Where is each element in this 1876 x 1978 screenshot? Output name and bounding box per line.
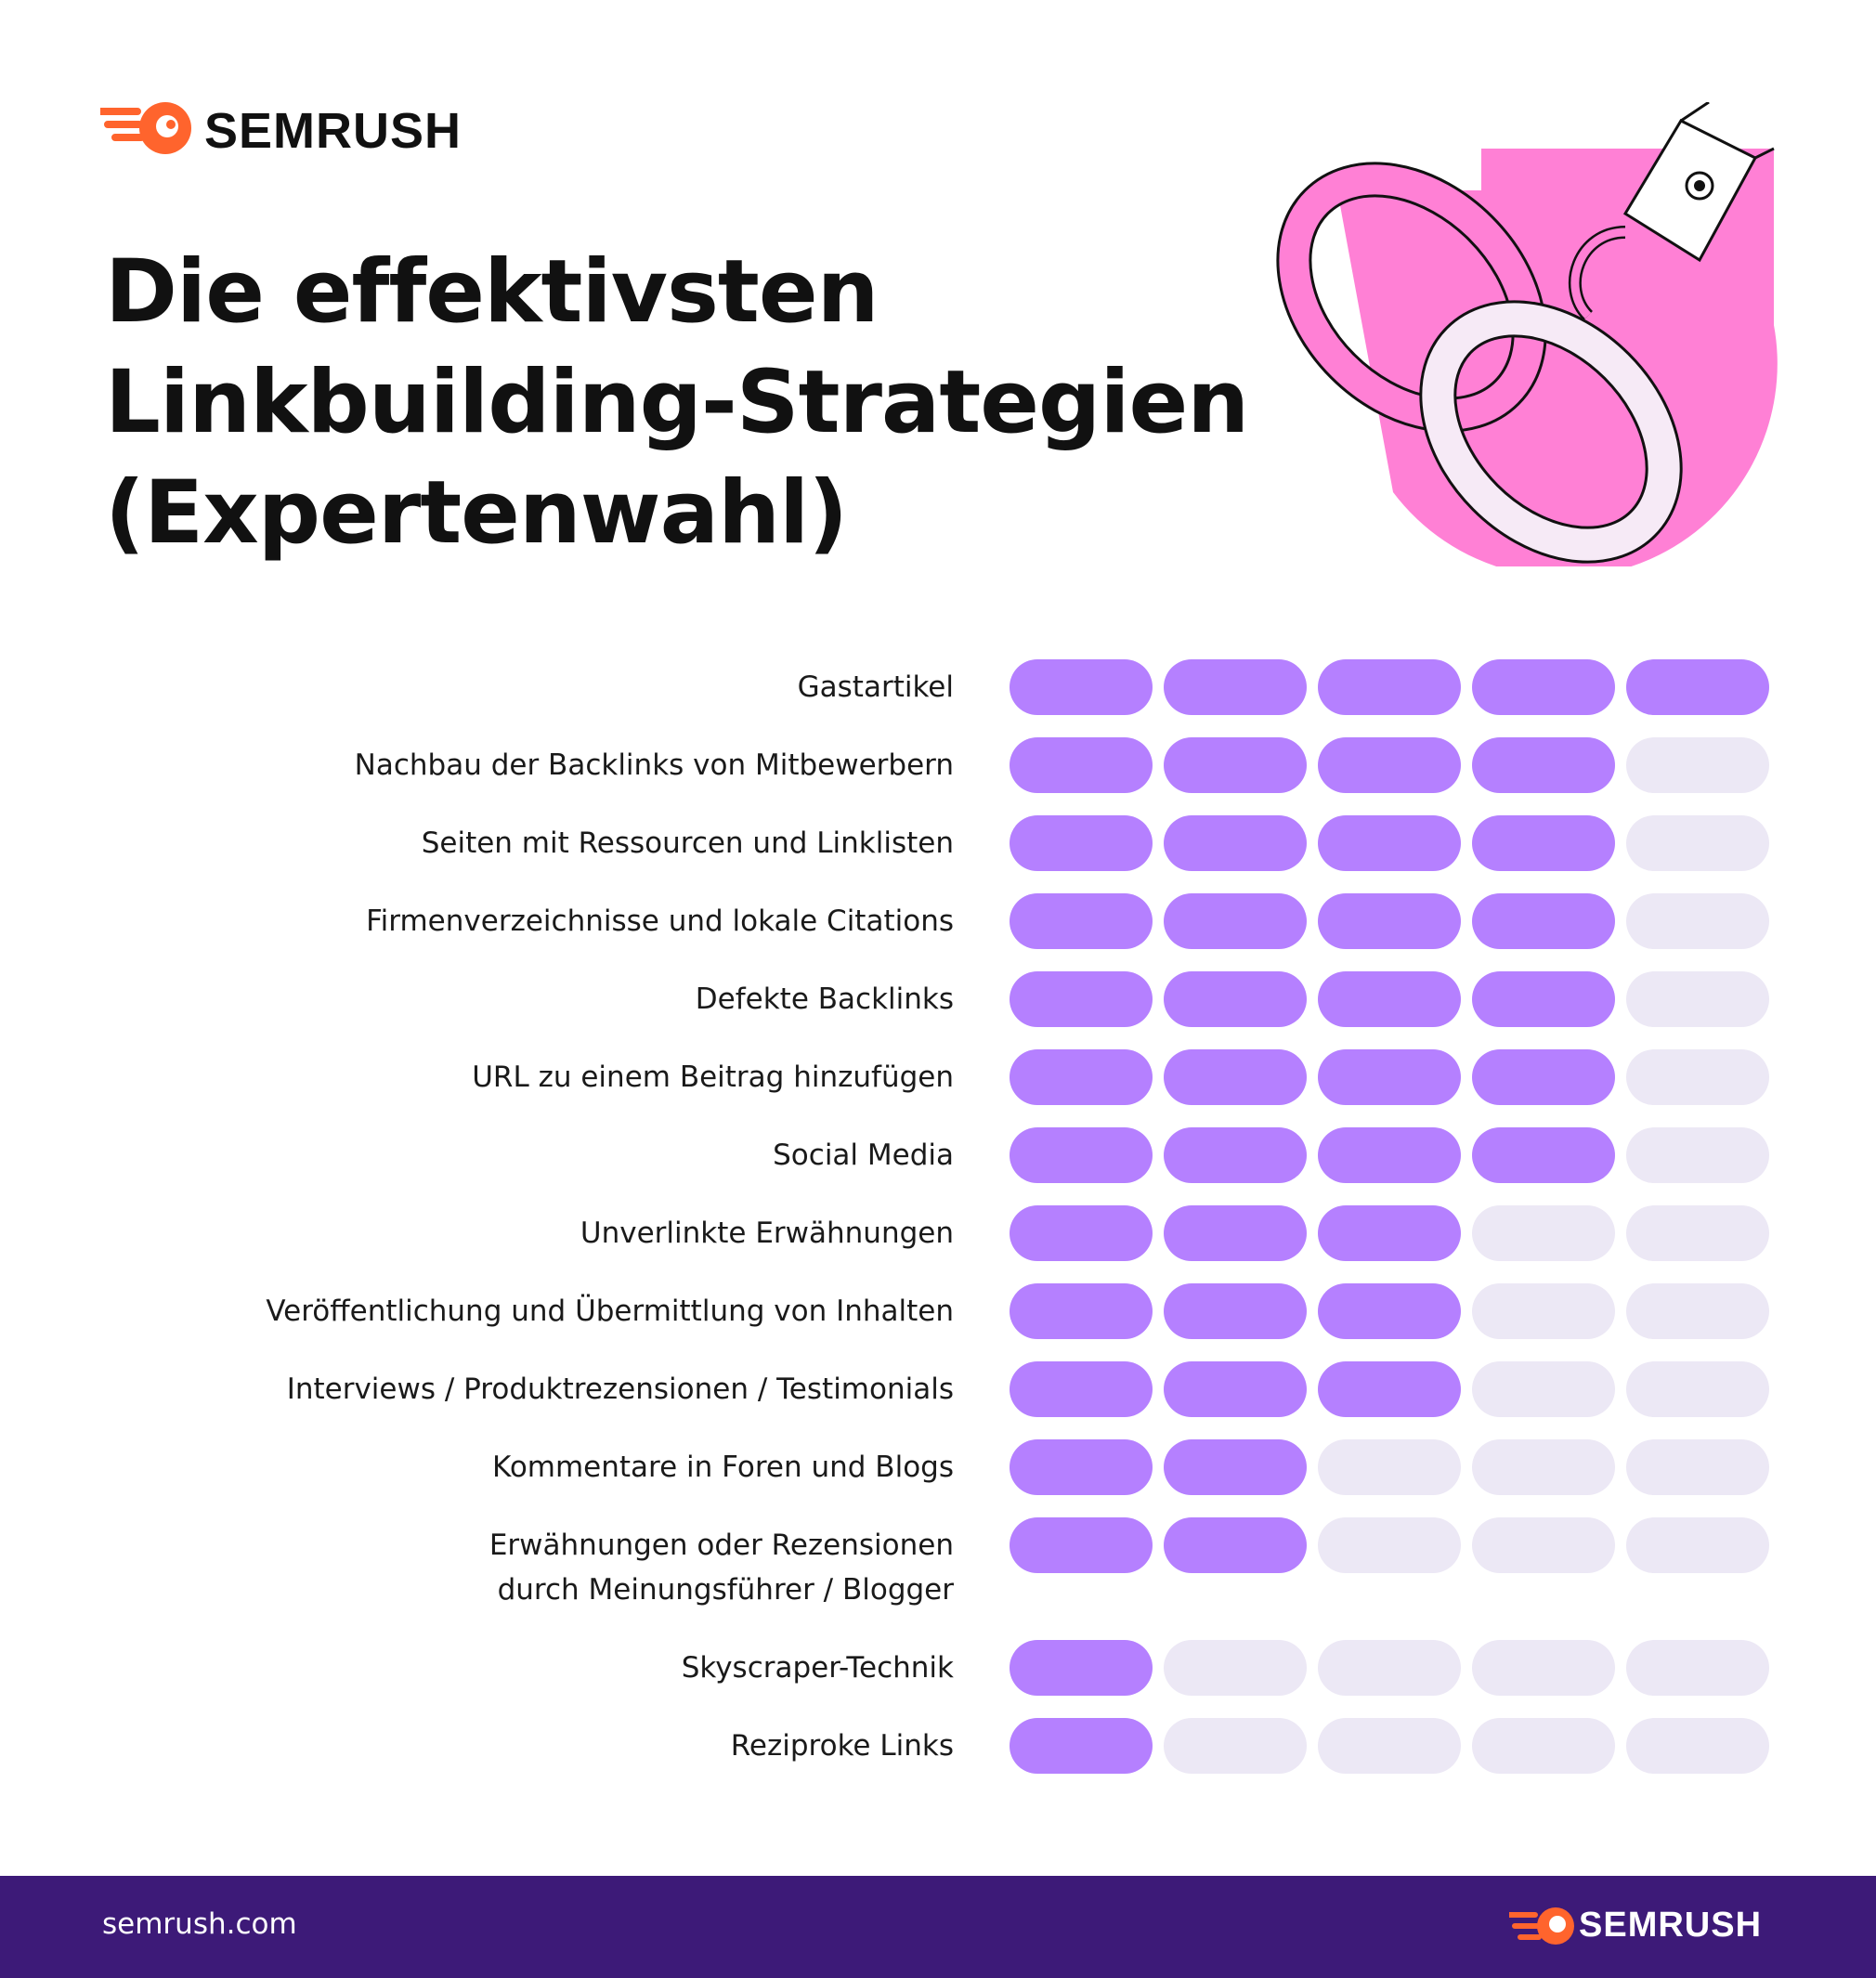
rating-pill bbox=[1164, 1517, 1307, 1573]
empty-pill bbox=[1472, 1718, 1615, 1774]
empty-pill bbox=[1472, 1283, 1615, 1339]
footer: semrush.com SEMRUSH bbox=[0, 1876, 1876, 1978]
empty-pill bbox=[1472, 1517, 1615, 1573]
empty-pill bbox=[1318, 1718, 1461, 1774]
row-label: URL zu einem Beitrag hinzufügen bbox=[472, 1061, 954, 1094]
rating-pill bbox=[1472, 1127, 1615, 1183]
empty-pill bbox=[1626, 1517, 1769, 1573]
rating-pill bbox=[1010, 1718, 1153, 1774]
rating-pill bbox=[1626, 659, 1769, 715]
empty-pill bbox=[1626, 815, 1769, 871]
rating-pill bbox=[1318, 1361, 1461, 1417]
rating-pill bbox=[1318, 971, 1461, 1027]
row-label: Interviews / Produktrezensionen / Testim… bbox=[286, 1373, 954, 1406]
empty-pill bbox=[1626, 1127, 1769, 1183]
footer-brand: SEMRUSH bbox=[1579, 1906, 1763, 1945]
rating-pill bbox=[1164, 1127, 1307, 1183]
row-label: Seiten mit Ressourcen und Linklisten bbox=[421, 826, 954, 860]
row-label: Gastartikel bbox=[797, 670, 954, 704]
rating-pill bbox=[1164, 1205, 1307, 1261]
illustration bbox=[1276, 102, 1778, 566]
empty-pill bbox=[1626, 1439, 1769, 1495]
rating-pill bbox=[1472, 737, 1615, 793]
empty-pill bbox=[1164, 1718, 1307, 1774]
empty-pill bbox=[1472, 1640, 1615, 1696]
empty-pill bbox=[1472, 1205, 1615, 1261]
rating-pill bbox=[1164, 815, 1307, 871]
rating-pill bbox=[1318, 737, 1461, 793]
empty-pill bbox=[1626, 1283, 1769, 1339]
row-label: Defekte Backlinks bbox=[695, 982, 954, 1016]
rating-pill bbox=[1010, 1205, 1153, 1261]
rating-pill bbox=[1164, 971, 1307, 1027]
rating-pill bbox=[1472, 971, 1615, 1027]
rating-pill bbox=[1164, 1361, 1307, 1417]
rating-pill bbox=[1472, 815, 1615, 871]
empty-pill bbox=[1164, 1640, 1307, 1696]
row-label: Veröffentlichung und Übermittlung von In… bbox=[266, 1295, 954, 1328]
empty-pill bbox=[1626, 1049, 1769, 1105]
row-label: Nachbau der Backlinks von Mitbewerbern bbox=[354, 748, 954, 782]
rating-pill bbox=[1010, 1049, 1153, 1105]
rating-pill bbox=[1318, 1127, 1461, 1183]
rating-pill bbox=[1010, 893, 1153, 949]
empty-pill bbox=[1472, 1361, 1615, 1417]
row-label: Unverlinkte Erwähnungen bbox=[580, 1217, 954, 1250]
rating-pill bbox=[1472, 1049, 1615, 1105]
row-label: Reziproke Links bbox=[730, 1729, 954, 1763]
rating-pill bbox=[1472, 659, 1615, 715]
rating-pill bbox=[1164, 1049, 1307, 1105]
empty-pill bbox=[1626, 1640, 1769, 1696]
rating-pill bbox=[1010, 737, 1153, 793]
rating-pill bbox=[1010, 1283, 1153, 1339]
empty-pill bbox=[1318, 1439, 1461, 1495]
rating-pill bbox=[1318, 1283, 1461, 1339]
rating-pill bbox=[1318, 1049, 1461, 1105]
empty-pill bbox=[1626, 1361, 1769, 1417]
empty-pill bbox=[1626, 737, 1769, 793]
rating-pill bbox=[1164, 737, 1307, 793]
row-label: Erwähnungen oder Rezensionen durch Meinu… bbox=[489, 1529, 954, 1607]
footer-url: semrush.com bbox=[102, 1907, 297, 1941]
rating-pill bbox=[1164, 1283, 1307, 1339]
empty-pill bbox=[1626, 1205, 1769, 1261]
chart-title: Die effektivsten Linkbuilding-Strategien… bbox=[105, 241, 1249, 564]
rating-pill bbox=[1472, 893, 1615, 949]
logo-text: SEMRUSH bbox=[204, 103, 462, 159]
footer-logo-icon bbox=[1509, 1907, 1574, 1945]
rating-pill bbox=[1010, 1127, 1153, 1183]
rating-pill bbox=[1164, 659, 1307, 715]
rating-pill bbox=[1318, 815, 1461, 871]
rating-pill bbox=[1318, 1205, 1461, 1261]
empty-pill bbox=[1626, 893, 1769, 949]
logo-icon bbox=[100, 102, 191, 154]
rating-pill bbox=[1318, 659, 1461, 715]
row-label: Firmenverzeichnisse und lokale Citations bbox=[366, 904, 954, 938]
empty-pill bbox=[1626, 971, 1769, 1027]
rating-pill bbox=[1164, 893, 1307, 949]
rating-pill bbox=[1010, 659, 1153, 715]
rating-pill bbox=[1010, 815, 1153, 871]
rating-pill bbox=[1318, 893, 1461, 949]
rating-pill bbox=[1164, 1439, 1307, 1495]
rating-pill bbox=[1010, 1361, 1153, 1417]
row-label: Social Media bbox=[773, 1139, 954, 1172]
row-label: Skyscraper-Technik bbox=[681, 1651, 954, 1685]
rating-pill bbox=[1010, 1517, 1153, 1573]
rating-pill bbox=[1010, 971, 1153, 1027]
empty-pill bbox=[1472, 1439, 1615, 1495]
empty-pill bbox=[1318, 1517, 1461, 1573]
rating-pill bbox=[1010, 1640, 1153, 1696]
empty-pill bbox=[1626, 1718, 1769, 1774]
row-label: Kommentare in Foren und Blogs bbox=[492, 1451, 954, 1484]
empty-pill bbox=[1318, 1640, 1461, 1696]
rating-pill bbox=[1010, 1439, 1153, 1495]
